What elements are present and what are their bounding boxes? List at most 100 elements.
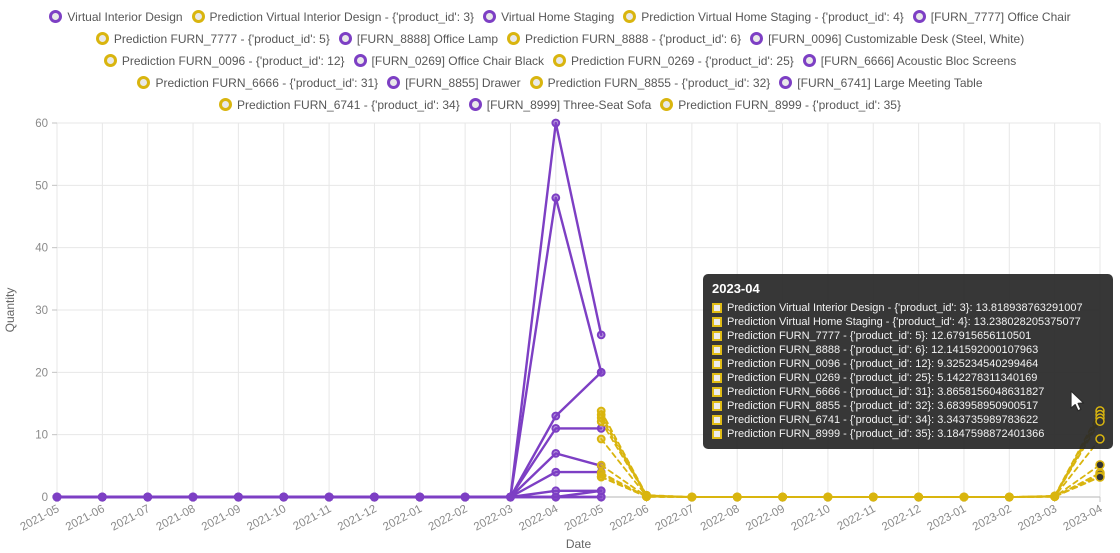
tooltip-row-text: Prediction FURN_7777 - {'product_id': 5}…	[727, 330, 1032, 342]
legend-circle-marker-icon	[750, 32, 764, 45]
x-tick-label: 2021-07	[109, 503, 152, 533]
x-tick-label: 2022-08	[699, 503, 742, 533]
tooltip-row-text: Prediction FURN_8888 - {'product_id': 6}…	[727, 344, 1039, 356]
legend-item-label: Prediction FURN_8888 - {'product_id': 6}	[525, 31, 742, 46]
data-point-marker	[415, 492, 425, 502]
data-point-marker	[914, 492, 923, 502]
data-point-marker	[370, 492, 379, 502]
data-point-marker	[279, 492, 289, 502]
x-tick-label: 2023-01	[925, 503, 968, 533]
legend-item-series[interactable]: Virtual Interior Design	[49, 10, 183, 24]
x-tick-label: 2022-02	[427, 503, 470, 533]
legend-item-prediction[interactable]: Prediction FURN_8855 - {'product_id': 32…	[529, 76, 770, 90]
legend-item-series[interactable]: [FURN_8999] Three-Seat Sofa	[468, 97, 652, 112]
data-point-marker	[642, 492, 651, 502]
legend-circle-marker-icon	[387, 76, 401, 89]
series-line-prediction	[600, 464, 1101, 498]
legend-circle-marker-icon	[660, 98, 674, 111]
legend-circle-marker-icon	[912, 10, 926, 23]
y-tick-label: 20	[35, 367, 48, 379]
x-tick-label: 2022-03	[472, 503, 515, 533]
data-point-marker	[778, 492, 787, 502]
legend-item-label: Prediction FURN_6741 - {'product_id': 34…	[237, 97, 460, 112]
legend-item-label: [FURN_8999] Three-Seat Sofa	[486, 97, 652, 112]
legend-item-series[interactable]: [FURN_8855] Drawer	[387, 76, 521, 90]
legend-circle-marker-icon	[49, 10, 63, 23]
y-tick-label: 30	[35, 305, 48, 317]
x-tick-label: 2022-01	[381, 503, 424, 533]
legend-circle-marker-icon	[623, 10, 637, 23]
data-point-marker	[188, 492, 198, 502]
series-line-prediction	[600, 475, 1101, 498]
tooltip-swatch-icon	[712, 331, 722, 341]
legend-item-prediction[interactable]: Prediction FURN_0269 - {'product_id': 25…	[553, 54, 794, 68]
data-point-marker	[823, 492, 833, 502]
legend-item-prediction[interactable]: Prediction FURN_6741 - {'product_id': 34…	[219, 98, 460, 112]
legend-item-prediction[interactable]: Prediction FURN_0096 - {'product_id': 12…	[103, 53, 345, 68]
x-tick-label: 2022-07	[653, 503, 696, 533]
series-line-prediction	[600, 473, 1101, 498]
x-tick-label: 2022-06	[608, 503, 651, 533]
legend-row: Prediction FURN_6741 - {'product_id': 34…	[0, 94, 1120, 115]
tooltip-row: Prediction FURN_8855 - {'product_id': 32…	[712, 399, 1104, 413]
legend-circle-marker-icon	[507, 32, 521, 45]
tooltip-row: Prediction FURN_0096 - {'product_id': 12…	[712, 357, 1104, 371]
data-point-marker	[551, 467, 561, 477]
data-point-marker	[1004, 492, 1014, 502]
legend-circle-marker-icon	[219, 98, 233, 111]
legend-row: Prediction FURN_6666 - {'product_id': 31…	[0, 72, 1120, 93]
x-tick-label: 2021-09	[200, 503, 243, 533]
legend-item-prediction[interactable]: Prediction FURN_8999 - {'product_id': 35…	[660, 98, 901, 112]
x-tick-label: 2022-10	[789, 503, 832, 533]
legend-item-series[interactable]: [FURN_6741] Large Meeting Table	[779, 76, 983, 90]
tooltip-row-text: Prediction FURN_0096 - {'product_id': 12…	[727, 358, 1039, 370]
legend-circle-marker-icon	[483, 10, 497, 23]
legend-item-series[interactable]: [FURN_0269] Office Chair Black	[353, 53, 545, 68]
y-tick-label: 0	[42, 492, 48, 504]
legend-item-series[interactable]: [FURN_0096] Customizable Desk (Steel, Wh…	[750, 32, 1024, 46]
x-tick-label: 2023-03	[1016, 503, 1059, 533]
x-tick-label: 2022-04	[517, 503, 560, 534]
x-tick-label: 2021-12	[336, 503, 379, 533]
legend-item-series[interactable]: [FURN_7777] Office Chair	[912, 9, 1071, 24]
legend-circle-marker-icon	[802, 54, 816, 67]
legend-circle-marker-icon	[553, 54, 567, 67]
legend-item-label: Prediction Virtual Interior Design - {'p…	[209, 9, 475, 24]
legend-item-series[interactable]: [FURN_6666] Acoustic Bloc Screens	[802, 53, 1017, 68]
legend-circle-marker-icon	[353, 54, 367, 67]
y-tick-label: 10	[35, 430, 48, 442]
legend-item-series[interactable]: [FURN_8888] Office Lamp	[338, 31, 499, 46]
legend-item-label: Prediction FURN_6666 - {'product_id': 31…	[155, 75, 379, 90]
legend-item-prediction[interactable]: Prediction Virtual Interior Design - {'p…	[191, 9, 475, 24]
tooltip-row-text: Prediction FURN_6666 - {'product_id': 31…	[727, 386, 1045, 398]
legend-row: Prediction FURN_7777 - {'product_id': 5}…	[0, 28, 1120, 49]
legend-item-label: [FURN_7777] Office Chair	[930, 9, 1071, 24]
tooltip-swatch-icon	[712, 387, 722, 397]
tooltip-row-text: Prediction FURN_8855 - {'product_id': 32…	[727, 400, 1039, 412]
legend-item-prediction[interactable]: Prediction Virtual Home Staging - {'prod…	[623, 10, 904, 24]
chart-tooltip: 2023-04 Prediction Virtual Interior Desi…	[703, 274, 1113, 449]
legend-item-label: [FURN_6666] Acoustic Bloc Screens	[820, 53, 1017, 68]
legend-item-label: Prediction FURN_0096 - {'product_id': 12…	[121, 53, 345, 68]
legend-item-prediction[interactable]: Prediction FURN_6666 - {'product_id': 31…	[137, 76, 378, 90]
data-point-marker	[596, 367, 606, 377]
legend-item-prediction[interactable]: Prediction FURN_8888 - {'product_id': 6}	[507, 32, 741, 46]
data-point-marker	[143, 492, 153, 502]
tooltip-swatch-icon	[712, 373, 722, 383]
data-point-marker	[1095, 472, 1105, 482]
legend-item-prediction[interactable]: Prediction FURN_7777 - {'product_id': 5}	[95, 32, 330, 46]
legend-circle-marker-icon	[779, 76, 793, 89]
legend-item-label: [FURN_8888] Office Lamp	[356, 31, 499, 46]
legend-item-series[interactable]: Virtual Home Staging	[483, 10, 614, 24]
legend-row: Prediction FURN_0096 - {'product_id': 12…	[0, 50, 1120, 71]
data-point-marker	[460, 492, 470, 502]
x-tick-label: 2023-02	[971, 503, 1014, 533]
tooltip-row-text: Prediction FURN_8999 - {'product_id': 35…	[727, 428, 1045, 440]
legend-circle-marker-icon	[191, 10, 205, 23]
series-line-prediction	[600, 476, 1101, 498]
legend-item-label: [FURN_0269] Office Chair Black	[371, 53, 545, 68]
tooltip-swatch-icon	[712, 317, 722, 327]
legend-item-label: Prediction FURN_0269 - {'product_id': 25…	[571, 53, 794, 68]
tooltip-swatch-icon	[712, 345, 722, 355]
x-tick-label: 2023-04	[1061, 503, 1104, 534]
